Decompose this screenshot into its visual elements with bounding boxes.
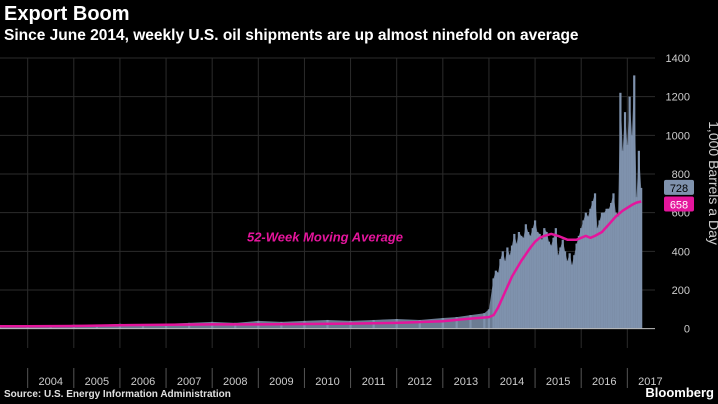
x-tick-label: 2012 [408,376,432,388]
y-tick-label: 800 [672,169,690,181]
chart-title: Export Boom [4,3,130,25]
y-tick-label: 1400 [666,53,690,65]
source-note: Source: U.S. Energy Information Administ… [4,389,231,400]
x-tick-label: 2013 [454,376,478,388]
labels-layer: 52-Week Moving Average 728 658 [247,179,694,245]
x-tick-label: 2009 [269,376,293,388]
bloomberg-logo: Bloomberg [645,385,714,400]
y-tick-label: 1000 [666,130,690,142]
bars-area [0,75,642,329]
x-tick-label: 2006 [131,376,155,388]
x-tick-label: 2016 [592,376,616,388]
x-tick-label: 2011 [362,376,386,388]
x-tick-label: 2004 [38,376,62,388]
chart-subtitle: Since June 2014, weekly U.S. oil shipmen… [4,27,579,44]
latest-weekly-badge [664,179,694,195]
latest-average-value: 658 [670,199,688,211]
bars-layer [0,75,643,329]
y-axis-label: 1,000 Barrels a Day [706,121,718,245]
moving-average-line [0,200,642,328]
x-tick-label: 2007 [177,376,201,388]
y-tick-label: 200 [672,285,690,297]
x-tick-label: 2014 [500,376,524,388]
latest-average-badge [664,196,694,212]
latest-weekly-value: 728 [670,183,688,195]
y-tick-label: 400 [672,246,690,258]
y-tick-label: 1200 [666,92,690,104]
x-tick-label: 2010 [315,376,339,388]
x-tick-label: 2008 [223,376,247,388]
x-tick-label: 2015 [546,376,570,388]
moving-average-annotation: 52-Week Moving Average [247,230,403,245]
x-tick-label: 2017 [638,376,662,388]
moving-average-layer [0,200,642,328]
x-tick-label: 2005 [85,376,109,388]
y-tick-label: 0 [684,324,690,336]
